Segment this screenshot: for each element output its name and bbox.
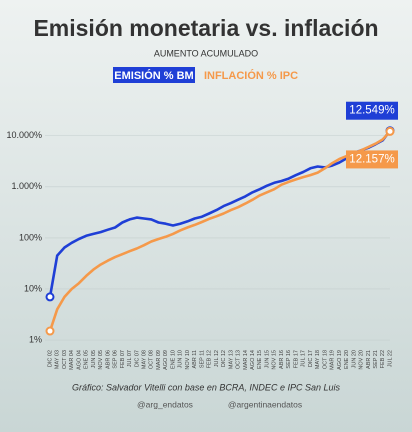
x-tick-label: DIC 17	[308, 350, 314, 367]
x-tick-label: DIC 02	[47, 350, 53, 367]
x-tick-label: OCT 13	[236, 350, 242, 369]
handle: @argentinaendatos	[228, 399, 302, 409]
x-tick-label: JUL 12	[214, 350, 220, 367]
x-tick-label: MAY 13	[228, 350, 234, 369]
x-tick-label: MAR 09	[156, 350, 162, 370]
end-point	[385, 126, 395, 136]
x-tick-label: MAY 18	[315, 350, 321, 369]
value-label: 12.549%	[349, 105, 394, 117]
chart-subtitle: AUMENTO ACUMULADO	[154, 48, 258, 58]
x-tick-label: NOV 15	[272, 350, 278, 370]
x-tick-label: FEB 12	[207, 350, 213, 368]
y-tick-label: 100%	[19, 232, 42, 242]
x-tick-label: OCT 03	[62, 350, 68, 369]
x-tick-label: SEP 16	[286, 350, 292, 369]
legend-label: EMISIÓN % BM	[114, 69, 193, 82]
x-tick-label: ABR 21	[366, 350, 372, 369]
x-tick-label: ABR 11	[192, 350, 198, 369]
x-tick-label: ENE 20	[344, 350, 350, 369]
x-tick-label: MAR 19	[330, 350, 336, 370]
y-tick-label: 1.000%	[11, 181, 42, 191]
x-tick-label: NOV 20	[359, 350, 365, 370]
x-tick-label: JUL 22	[387, 350, 393, 367]
x-tick-label: JUN 05	[91, 350, 97, 368]
x-tick-label: ENE 15	[257, 350, 263, 369]
handle: @arg_endatos	[137, 399, 193, 409]
end-point	[45, 326, 55, 336]
x-tick-label: OCT 18	[322, 350, 328, 369]
x-tick-label: SEP 06	[113, 350, 119, 369]
x-tick-label: OCT 08	[149, 350, 155, 369]
x-tick-label: AGO 09	[163, 350, 169, 370]
x-tick-label: JUN 15	[264, 350, 270, 368]
x-tick-label: MAY 08	[141, 350, 147, 369]
chart-title: Emisión monetaria vs. inflación	[33, 15, 378, 41]
series-line	[48, 129, 392, 298]
x-tick-label: ENE 05	[84, 350, 90, 369]
x-tick-label: DIC 12	[221, 350, 227, 367]
x-tick-label: NOV 10	[185, 350, 191, 370]
source: Gráfico: Salvador Vitelli con base en BC…	[72, 382, 340, 392]
x-tick-label: FEB 17	[293, 350, 299, 368]
x-tick-label: AGO 19	[337, 350, 343, 370]
end-point	[45, 292, 55, 302]
x-tick-label: MAY 03	[55, 350, 61, 369]
x-tick-label: MAR 04	[69, 350, 75, 370]
x-tick-label: JUN 20	[351, 350, 357, 368]
x-tick-label: SEP 11	[199, 350, 205, 368]
y-tick-label: 10.000%	[6, 130, 42, 140]
value-label-box	[346, 101, 398, 120]
y-tick-label: 10%	[24, 283, 42, 293]
x-tick-label: SEP 21	[373, 350, 379, 369]
x-tick-label: FEB 22	[380, 350, 386, 368]
legend-swatch	[113, 67, 195, 83]
x-tick-label: JUN 10	[178, 350, 184, 368]
x-tick-label: ENE 10	[170, 350, 176, 369]
x-tick-label: ABR 16	[279, 350, 285, 369]
x-tick-label: JUL 07	[127, 350, 133, 367]
x-tick-label: AGO 04	[76, 350, 82, 370]
value-label-box	[346, 150, 398, 169]
value-label: 12.157%	[349, 153, 394, 165]
series-line	[48, 130, 391, 332]
y-tick-label: 1%	[29, 334, 42, 344]
x-tick-label: AGO 14	[250, 350, 256, 370]
x-tick-label: DIC 07	[134, 350, 140, 367]
x-tick-label: MAR 14	[243, 350, 249, 370]
x-tick-label: NOV 05	[98, 350, 104, 370]
x-tick-label: FEB 07	[120, 350, 126, 368]
legend-label: INFLACIÓN % IPC	[204, 69, 298, 82]
x-tick-label: ABR 06	[105, 350, 111, 369]
x-tick-label: JUL 17	[301, 350, 307, 367]
